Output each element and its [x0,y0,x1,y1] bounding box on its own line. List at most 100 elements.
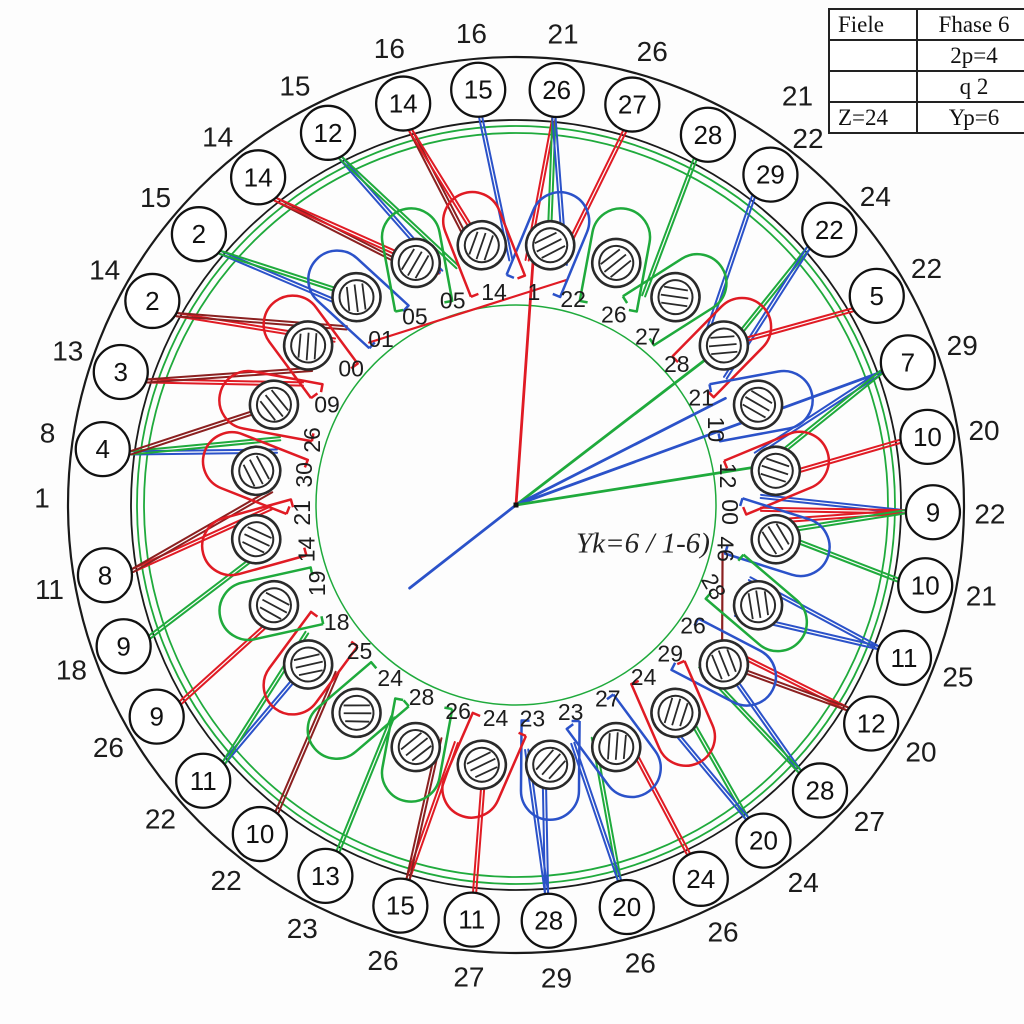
slot-conductor-icon [230,513,282,565]
slot-number: 28 [806,775,835,805]
coil-end-loop [262,610,359,716]
inner-label: 21 [289,500,315,526]
hatch [470,757,496,772]
hatch [474,766,498,779]
wire [641,158,695,297]
hatch [761,531,778,555]
slot-number-circle: 2 [170,206,228,263]
slot-number: 10 [245,819,274,849]
outer-label: 1 [34,483,50,514]
slot-number: 15 [386,891,415,921]
hatch [541,753,561,776]
outer-label: 13 [52,336,83,367]
param-cell [828,70,918,103]
slot-number-circle: 20 [598,878,655,936]
hatch [270,389,289,411]
hatch [711,350,738,355]
slot-conductor-icon [750,513,802,565]
hatch [242,541,265,554]
hatch [600,248,621,265]
slot-number-circle: 2 [124,272,181,330]
stator-outer-circle [66,55,966,955]
slot [565,693,662,799]
hatch [671,698,682,726]
hatch [343,712,372,715]
slot [670,617,778,707]
inner-label: 05 [440,288,466,314]
outer-label: 23 [287,913,318,944]
coil-end-loop [306,660,410,760]
slot-number: 28 [693,120,722,150]
slot-number: 13 [311,861,340,891]
slot [200,498,308,577]
hatch [761,464,789,476]
inner-label: 19 [304,571,330,597]
slot-number: 15 [464,75,493,105]
inner-label: 00 [717,499,743,525]
table-row: Z=24 Yp=6 [828,101,1024,134]
phasor-line [514,344,726,507]
slot [380,697,454,803]
slot-number-circle: 24 [672,850,729,907]
inner-label: 00 [338,356,364,382]
hatch [767,525,784,551]
hatch [663,697,674,724]
coil-end-loop [380,207,454,313]
hatch [247,526,272,539]
hatch [536,238,562,253]
outer-label: 24 [860,181,891,212]
slot-number: 11 [190,766,217,796]
hatch [766,457,790,468]
outer-label: 20 [968,415,999,446]
slot-number: 11 [890,643,917,673]
hatch [755,590,762,618]
hatch [548,760,566,780]
outer-label: 26 [625,947,656,978]
inner-label: 27 [595,685,621,711]
outer-label: 21 [966,580,997,611]
outer-label: 26 [707,916,738,947]
slot-number-circle: 29 [742,146,799,203]
outer-label: 27 [453,962,484,993]
slot [722,430,831,516]
hatch [535,749,555,771]
inner-label: 05 [402,303,428,329]
wire [146,366,313,381]
hatch [622,734,627,759]
outer-label: 11 [35,574,64,605]
slot-number: 11 [458,905,485,935]
slot-number-circle: 4 [74,420,131,478]
outer-label: 21 [547,18,578,49]
param-cell: q 2 [916,70,1024,103]
slot-number-circle: 11 [875,629,933,686]
slot-number: 22 [815,215,844,245]
slot-number: 9 [116,631,130,661]
table-row: q 2 [828,70,1024,103]
slot-number-circle: 11 [175,752,232,809]
slot-number-circle: 9 [904,484,962,541]
slot-conductor-icon [524,739,576,791]
coil-end-loop [200,498,308,577]
hatch [775,523,790,545]
outer-label: 15 [279,71,310,102]
coil-end-loop [630,659,717,767]
hatch [711,654,723,680]
hatch [249,459,264,485]
inner-label: 27 [635,323,661,349]
center-point [513,502,519,508]
inner-label: 1 [528,279,541,305]
outer-label: 21 [782,80,813,111]
slot-conductor-icon [230,445,282,497]
hatch [361,283,367,310]
hatch [710,335,735,339]
inner-label: 28 [696,569,731,604]
hatch [400,732,422,751]
wire [277,672,340,814]
slot-number-circle: 14 [229,149,287,206]
slot [621,252,728,347]
hatch [297,333,302,358]
inner-label: 14 [294,536,320,562]
outer-label: 29 [947,330,978,361]
hatch [610,259,632,278]
slot [442,190,527,298]
